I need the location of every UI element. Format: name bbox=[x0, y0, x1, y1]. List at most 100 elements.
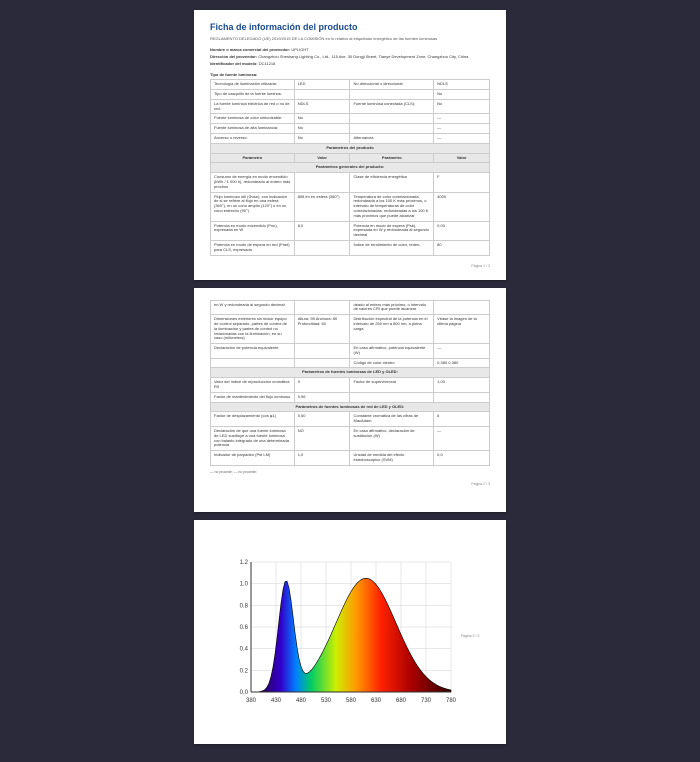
table-cell: — bbox=[434, 344, 490, 359]
table-cell: Consumo de energía en modo encendido (kW… bbox=[211, 173, 295, 192]
table-cell: en W y redondeada al segundo decimal bbox=[211, 300, 295, 315]
table-cell: Factor de desplazamiento (cos φ1) bbox=[211, 412, 295, 427]
type-label: Tipo de fuente luminosa: bbox=[210, 68, 490, 77]
table-cell: 4000 bbox=[434, 192, 490, 221]
table-cell: 1,00 bbox=[434, 378, 490, 393]
table-cell: Altura: 95 Anchura: 60 Profundidad: 60 bbox=[294, 315, 350, 344]
table-cell bbox=[434, 392, 490, 402]
table-cell: Anverso o reverso: bbox=[211, 133, 295, 143]
table-cell: Fuente luminosa de color sintonizable: bbox=[211, 114, 295, 124]
table-cell: 0 bbox=[294, 378, 350, 393]
table-cell bbox=[434, 300, 490, 315]
table-2: en W y redondeada al segundo decimal dead… bbox=[210, 300, 490, 466]
svg-text:0.4: 0.4 bbox=[239, 646, 248, 652]
document-title: Ficha de información del producto bbox=[210, 22, 490, 32]
table-cell: deado al entero más próximo, o intervalo… bbox=[350, 300, 434, 315]
table-cell: 808 lm en esfera (360°) bbox=[294, 192, 350, 221]
table-cell: 8,0 bbox=[294, 221, 350, 240]
page-2: en W y redondeada al segundo decimal dead… bbox=[194, 288, 506, 512]
regulation-text: REGLAMENTO DELEGADO (UE) 2019/2015 DE LA… bbox=[210, 36, 490, 41]
svg-text:1.0: 1.0 bbox=[239, 581, 248, 587]
table-cell: Potencia en modo de espera (Psb), expres… bbox=[350, 221, 434, 240]
table-cell: Tipo de casquillo de la fuente luminos: bbox=[211, 89, 295, 99]
svg-text:1.2: 1.2 bbox=[239, 560, 248, 566]
table-cell: Fuente luminosa conectada (CLS): bbox=[350, 99, 434, 114]
table-cell bbox=[294, 89, 350, 99]
table-cell: Flujo luminoso útil (Φuse), con indicaci… bbox=[211, 192, 295, 221]
page-1: Ficha de información del producto REGLAM… bbox=[194, 10, 506, 280]
table-cell: 80 bbox=[434, 240, 490, 255]
page-3: 0.00.20.40.60.81.01.23804304805305806306… bbox=[194, 520, 506, 744]
table-cell: NDLS bbox=[294, 99, 350, 114]
table-cell: — bbox=[434, 427, 490, 451]
table-cell: F bbox=[434, 173, 490, 192]
table-cell: 0,00 bbox=[434, 221, 490, 240]
table-cell: NDLS bbox=[434, 80, 490, 90]
svg-text:680: 680 bbox=[396, 698, 407, 704]
svg-text:0.8: 0.8 bbox=[239, 603, 248, 609]
column-header: Valor bbox=[434, 153, 490, 163]
table-cell: No bbox=[434, 99, 490, 114]
table-cell bbox=[294, 173, 350, 192]
table-cell bbox=[294, 344, 350, 359]
svg-text:780: 780 bbox=[446, 698, 457, 704]
table-cell bbox=[350, 114, 434, 124]
table-cell: Tecnología de iluminación utilizada: bbox=[211, 80, 295, 90]
table-cell: 0,96 bbox=[294, 392, 350, 402]
svg-text:630: 630 bbox=[371, 698, 382, 704]
table-cell bbox=[350, 89, 434, 99]
column-header: Valor bbox=[294, 153, 350, 163]
table-cell: Distribución espectral de la potencia en… bbox=[350, 315, 434, 344]
table-cell: No bbox=[294, 114, 350, 124]
table-cell: Indicador de parpadeo (Pst LM) bbox=[211, 451, 295, 466]
table-cell: LED bbox=[294, 80, 350, 90]
notes: — no procede; — no procede; bbox=[210, 470, 490, 474]
table-cell bbox=[350, 124, 434, 134]
table-cell: — bbox=[434, 114, 490, 124]
svg-text:380: 380 bbox=[246, 698, 257, 704]
table-cell: Potencia en modo de espera en red (Pnet)… bbox=[211, 240, 295, 255]
table-cell: Valor del índice de reproducción cromáti… bbox=[211, 378, 295, 393]
table-cell: En caso afirmativo, potencia equivalente… bbox=[350, 344, 434, 359]
table-cell: Constante cromática de las cifras de Mac… bbox=[350, 412, 434, 427]
svg-text:0.6: 0.6 bbox=[239, 625, 248, 631]
svg-text:480: 480 bbox=[296, 698, 307, 704]
table-cell: Declaración de potencia equivalente bbox=[211, 344, 295, 359]
svg-text:0.0: 0.0 bbox=[239, 690, 248, 696]
led-net-header: Parámetros de fuentes luminosas de red d… bbox=[211, 402, 490, 412]
table-cell: 0,0 bbox=[434, 451, 490, 466]
general-header: Parámetros generales del producto: bbox=[211, 163, 490, 173]
table-cell: 0,380 0,380 bbox=[434, 358, 490, 368]
table-cell: La fuente lumínica eléctrica de red o no… bbox=[211, 99, 295, 114]
table-cell: Véase la imagen de la última página bbox=[434, 315, 490, 344]
table-1: Tecnología de iluminación utilizada:LEDN… bbox=[210, 79, 490, 255]
table-cell: 0,50 bbox=[294, 412, 350, 427]
table-cell: Factor de mantenimiento del flujo lumino… bbox=[211, 392, 295, 402]
model-row: Identificador del modelo: DC11218 bbox=[210, 61, 490, 66]
table-cell: No bbox=[294, 133, 350, 143]
table-cell: Fuente luminosa de alta luminancia: bbox=[211, 124, 295, 134]
table-cell: Unidad de medida del efecto estroboscópi… bbox=[350, 451, 434, 466]
table-cell: Dimensiones exteriores sin incluir equip… bbox=[211, 315, 295, 344]
table-cell: Temperatura de color correlacionada, red… bbox=[350, 192, 434, 221]
table-cell: NO bbox=[294, 427, 350, 451]
table-cell: — bbox=[434, 124, 490, 134]
column-header: Parámetro bbox=[350, 153, 434, 163]
table-cell: Alternancia bbox=[350, 133, 434, 143]
table-cell bbox=[294, 358, 350, 368]
table-cell: Declaración de que una fuente luminosa d… bbox=[211, 427, 295, 451]
table-cell: No direccional o direccional: bbox=[350, 80, 434, 90]
table-cell: — bbox=[434, 133, 490, 143]
params-header: Parámetros del producto bbox=[211, 143, 490, 153]
supplier-row: Nombre o marca comercial del proveedor: … bbox=[210, 47, 490, 52]
svg-text:430: 430 bbox=[271, 698, 282, 704]
page-footer: Página 1 / 3 bbox=[210, 264, 490, 268]
table-cell: No bbox=[294, 124, 350, 134]
svg-text:530: 530 bbox=[321, 698, 332, 704]
table-cell: Factor de supervivencia bbox=[350, 378, 434, 393]
table-cell: Código de color cientro bbox=[350, 358, 434, 368]
table-cell: No bbox=[434, 89, 490, 99]
table-cell: 1,0 bbox=[294, 451, 350, 466]
table-cell bbox=[294, 240, 350, 255]
table-cell bbox=[350, 392, 434, 402]
